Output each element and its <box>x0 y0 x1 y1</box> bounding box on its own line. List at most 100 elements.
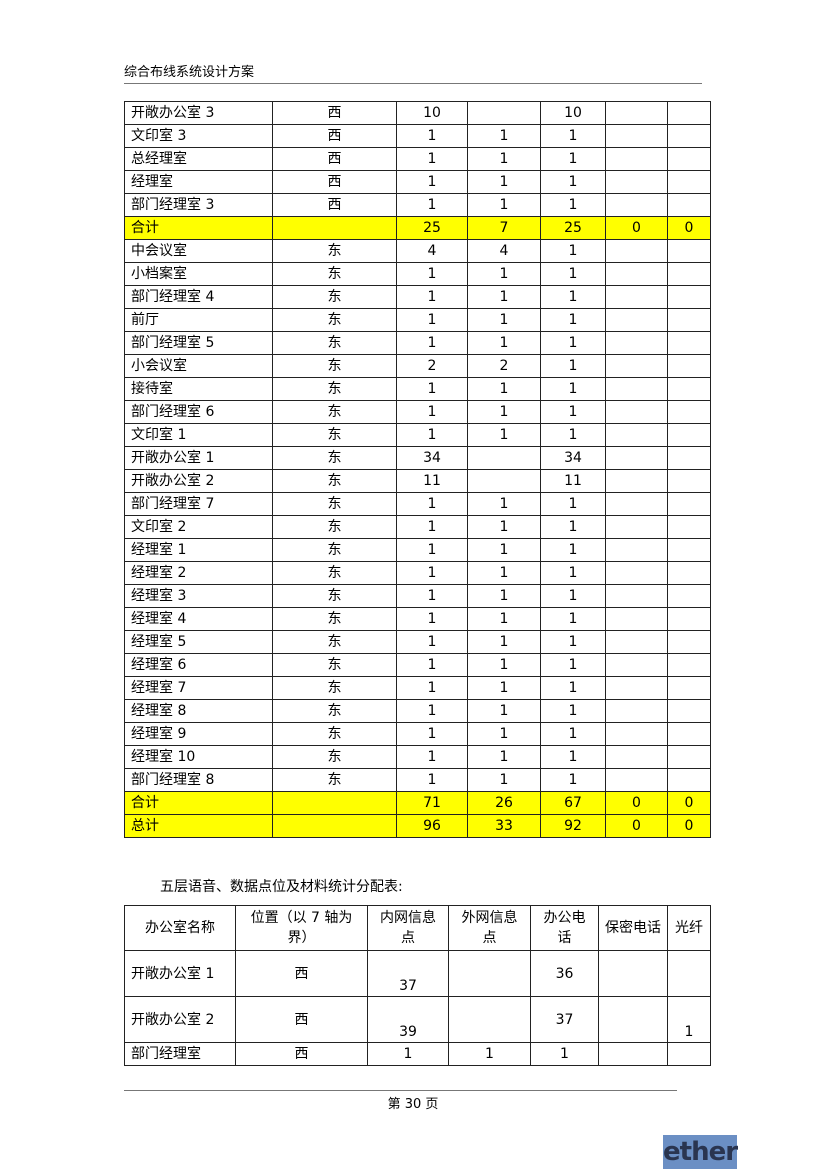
table-cell: 1 <box>396 538 468 562</box>
table-cell: 1 <box>540 170 606 194</box>
table-cell: 1 <box>540 584 606 608</box>
table-cell: 经理室 <box>124 170 273 194</box>
column-header: 外网信息点 <box>448 905 531 951</box>
table-cell: 东 <box>272 722 397 746</box>
table-cell: 1 <box>396 722 468 746</box>
table-cell: 经理室 1 <box>124 538 273 562</box>
table-cell: 1 <box>540 768 606 792</box>
table-cell: 10 <box>540 101 606 125</box>
table-cell: 1 <box>540 331 606 355</box>
table-cell: 1 <box>540 400 606 424</box>
table-cell <box>667 170 711 194</box>
table-cell <box>667 699 711 723</box>
table-cell: 1 <box>467 262 541 286</box>
table-cell: 部门经理室 6 <box>124 400 273 424</box>
table-cell: 1 <box>540 423 606 447</box>
table-cell <box>605 147 668 171</box>
table-cell: 1 <box>396 492 468 516</box>
column-header: 位置（以 7 轴为界） <box>235 905 368 951</box>
table-cell: 东 <box>272 607 397 631</box>
column-header: 办公室名称 <box>124 905 236 951</box>
table-cell: 1 <box>396 377 468 401</box>
table-cell <box>605 768 668 792</box>
table-cell: 小档案室 <box>124 262 273 286</box>
table-row: 部门经理室西 1 1 1 <box>124 1042 711 1066</box>
table-row: 经理室 10 东 1 1 1 <box>124 745 711 769</box>
table-cell: 10 <box>396 101 468 125</box>
table-cell: 1 <box>467 538 541 562</box>
table-cell: 东 <box>272 538 397 562</box>
table-cell: 1 <box>396 124 468 148</box>
table-cell <box>605 492 668 516</box>
table-cell <box>605 423 668 447</box>
table-cell: 东 <box>272 676 397 700</box>
table-cell: 东 <box>272 630 397 654</box>
table-cell: 东 <box>272 400 397 424</box>
table-cell: 1 <box>467 423 541 447</box>
table-cell: 0 <box>605 791 668 815</box>
table-cell: 1 <box>467 630 541 654</box>
table-cell: 1 <box>467 561 541 585</box>
table-cell: 经理室 2 <box>124 561 273 585</box>
table-row: 开敞办公室 2 西 39 37 1 <box>124 996 711 1043</box>
table-cell: 1 <box>396 193 468 217</box>
table-cell <box>667 331 711 355</box>
table-row: 接待室东 1 1 1 <box>124 377 711 401</box>
table-cell: 1 <box>467 147 541 171</box>
table-cell: 1 <box>396 147 468 171</box>
table-cell: 东 <box>272 285 397 309</box>
table-cell: 1 <box>396 630 468 654</box>
table-cell: 25 <box>540 216 606 240</box>
table-cell <box>605 699 668 723</box>
table-cell <box>667 561 711 585</box>
column-header: 内网信息点 <box>367 905 449 951</box>
table-cell: 1 <box>396 331 468 355</box>
table-cell <box>667 469 711 493</box>
table-cell: 西 <box>272 193 397 217</box>
table-row: 开敞办公室 3 西 10 10 <box>124 101 711 125</box>
table-cell: 0 <box>667 814 711 838</box>
table-cell: 1 <box>467 745 541 769</box>
table-cell <box>667 515 711 539</box>
table-cell: 东 <box>272 515 397 539</box>
table-cell <box>667 1042 711 1066</box>
table-cell: 1 <box>540 538 606 562</box>
header-divider <box>124 83 702 84</box>
table-cell: 1 <box>540 699 606 723</box>
table-cell <box>667 492 711 516</box>
total-row: 总计 96 33 92 0 0 <box>124 814 711 838</box>
point-statistics-table-continued: 开敞办公室 3 西 10 10 文印室 3 西 1 1 1 总经理室西 1 1 1 经理室西 1 1 1 部门经理… <box>124 101 711 838</box>
table-cell <box>667 584 711 608</box>
table-row: 小档案室东 1 1 1 <box>124 262 711 286</box>
table-cell: 总经理室 <box>124 147 273 171</box>
table-cell <box>272 791 397 815</box>
table-cell: 经理室 7 <box>124 676 273 700</box>
table-cell: 1 <box>467 722 541 746</box>
table-row: 总经理室西 1 1 1 <box>124 147 711 171</box>
page-number: 第 30 页 <box>387 1097 439 1112</box>
table-cell: 1 <box>467 377 541 401</box>
table-cell: 开敞办公室 2 <box>124 996 236 1043</box>
table-cell: 1 <box>540 722 606 746</box>
table-cell: 1 <box>540 239 606 263</box>
table-cell: 部门经理室 <box>124 1042 236 1066</box>
table-cell: 前厅 <box>124 308 273 332</box>
table-row: 小会议室东 2 2 1 <box>124 354 711 378</box>
table-cell: 开敞办公室 2 <box>124 469 273 493</box>
table-cell: 1 <box>667 996 711 1043</box>
table-cell: 经理室 10 <box>124 745 273 769</box>
table-cell: 1 <box>467 584 541 608</box>
table-cell: 1 <box>540 492 606 516</box>
fifth-floor-statistics-table: 办公室名称 位置（以 7 轴为界） 内网信息点 外网信息点 办公电话 保密电话 光纤 开敞办公… <box>124 905 711 1066</box>
table-cell <box>605 377 668 401</box>
table-cell: 合计 <box>124 791 273 815</box>
table-cell: 1 <box>396 308 468 332</box>
table-cell <box>605 262 668 286</box>
